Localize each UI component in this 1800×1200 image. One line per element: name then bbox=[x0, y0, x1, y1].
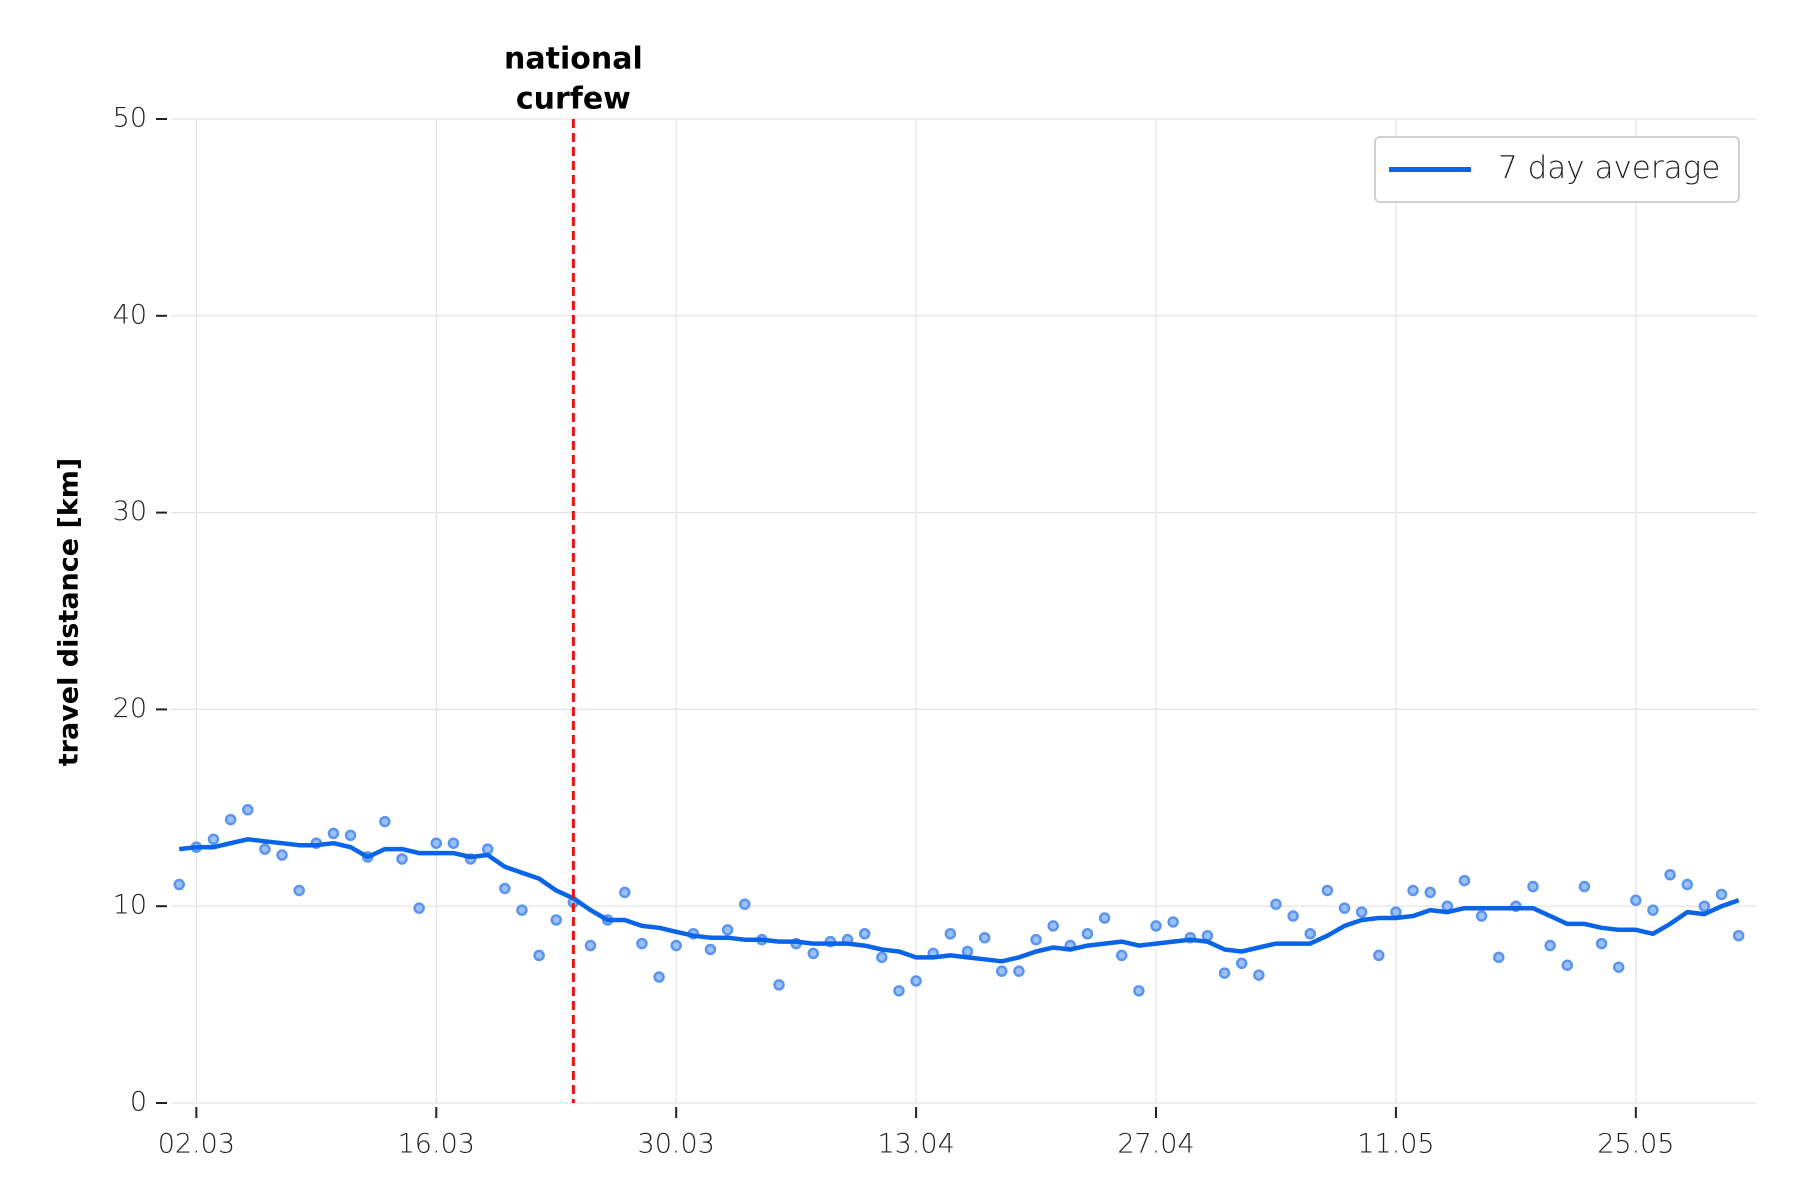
data-point bbox=[738, 898, 751, 910]
x-tick-label: 27.04 bbox=[1117, 1129, 1194, 1160]
x-tick-label: 30.03 bbox=[638, 1129, 715, 1160]
y-tick-label: 50 bbox=[113, 103, 147, 134]
annotation-label: national bbox=[504, 42, 643, 77]
y-tick-label: 30 bbox=[113, 496, 147, 527]
data-point bbox=[1287, 910, 1299, 922]
data-point bbox=[1698, 900, 1711, 912]
data-point bbox=[584, 939, 597, 952]
data-point bbox=[1150, 920, 1162, 932]
data-point bbox=[1664, 868, 1676, 881]
data-point bbox=[653, 971, 665, 983]
data-point bbox=[1030, 933, 1042, 946]
data-point bbox=[327, 827, 340, 840]
data-point bbox=[1235, 957, 1248, 970]
data-point bbox=[996, 965, 1008, 977]
x-tick-label: 25.05 bbox=[1597, 1129, 1674, 1160]
data-point bbox=[344, 829, 357, 842]
line-series bbox=[178, 837, 1740, 964]
data-point bbox=[1201, 929, 1214, 942]
data-point bbox=[1047, 920, 1059, 932]
data-point bbox=[1630, 894, 1642, 907]
data-point bbox=[1270, 898, 1282, 910]
data-point bbox=[447, 837, 460, 849]
data-point bbox=[1527, 880, 1539, 893]
data-point bbox=[1715, 888, 1728, 901]
x-tick-label: 11.05 bbox=[1357, 1129, 1434, 1160]
data-point bbox=[1595, 937, 1608, 950]
data-point bbox=[619, 886, 631, 899]
data-point bbox=[1732, 929, 1745, 942]
data-point bbox=[858, 928, 871, 940]
data-point bbox=[1544, 939, 1556, 952]
data-point bbox=[379, 815, 391, 828]
data-point bbox=[276, 849, 288, 861]
data-point bbox=[516, 904, 528, 916]
data-point bbox=[1407, 884, 1419, 897]
data-point bbox=[893, 985, 905, 997]
data-point bbox=[1578, 880, 1591, 893]
data-point bbox=[1253, 969, 1265, 981]
data-point bbox=[499, 882, 511, 895]
legend: 7 day average bbox=[1374, 136, 1740, 203]
y-tick-label: 20 bbox=[113, 693, 147, 724]
data-point bbox=[807, 947, 820, 960]
data-point bbox=[1098, 912, 1111, 924]
data-point bbox=[481, 843, 494, 855]
data-point bbox=[1133, 985, 1145, 997]
data-point bbox=[1081, 928, 1094, 940]
data-point bbox=[430, 837, 443, 849]
y-tick-label: 0 bbox=[130, 1087, 147, 1118]
data-point bbox=[207, 833, 220, 846]
x-tick-label: 02.03 bbox=[158, 1129, 235, 1160]
data-point bbox=[1475, 910, 1488, 922]
y-axis-label: travel distance [km] bbox=[54, 458, 85, 767]
data-point bbox=[1115, 949, 1128, 962]
data-point bbox=[173, 878, 185, 891]
data-point bbox=[670, 939, 682, 952]
legend-box bbox=[1374, 136, 1740, 203]
data-point bbox=[1612, 961, 1625, 973]
data-point bbox=[704, 943, 717, 956]
data-point bbox=[259, 843, 271, 855]
data-point bbox=[1493, 951, 1505, 964]
data-point bbox=[773, 979, 785, 991]
data-point bbox=[721, 924, 734, 936]
data-point bbox=[636, 937, 648, 950]
data-point bbox=[978, 931, 991, 944]
data-point bbox=[1304, 928, 1316, 940]
data-point bbox=[550, 914, 562, 926]
data-point bbox=[876, 951, 888, 964]
data-point bbox=[1458, 874, 1471, 887]
data-point bbox=[1561, 959, 1574, 971]
data-point bbox=[1681, 878, 1694, 891]
legend-label: 7 day average bbox=[1498, 150, 1720, 186]
data-point bbox=[910, 975, 922, 987]
data-point bbox=[224, 813, 237, 826]
data-point bbox=[1338, 902, 1351, 914]
data-point bbox=[944, 928, 957, 940]
data-point bbox=[1424, 886, 1436, 899]
data-point bbox=[1167, 916, 1179, 928]
data-point bbox=[533, 949, 545, 962]
data-point bbox=[293, 884, 305, 897]
y-tick-label: 10 bbox=[113, 890, 147, 921]
x-tick-label: 13.04 bbox=[877, 1129, 954, 1160]
data-point bbox=[1218, 967, 1231, 979]
x-tick-label: 16.03 bbox=[398, 1129, 475, 1160]
data-point bbox=[1355, 906, 1368, 918]
data-point bbox=[242, 804, 254, 816]
data-point bbox=[1321, 884, 1334, 897]
data-point bbox=[1647, 904, 1659, 916]
data-point bbox=[1373, 949, 1385, 962]
data-point bbox=[413, 902, 425, 914]
annotation-label: curfew bbox=[516, 82, 631, 117]
data-point bbox=[1390, 906, 1402, 918]
data-point bbox=[1013, 965, 1025, 977]
data-point bbox=[396, 853, 408, 865]
data-point bbox=[961, 945, 974, 958]
y-tick-label: 40 bbox=[113, 299, 147, 330]
